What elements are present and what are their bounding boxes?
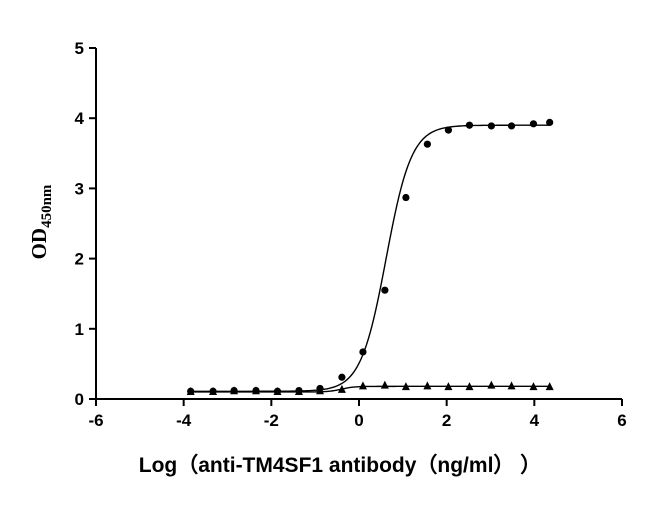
- x-tick-label: -2: [264, 411, 279, 430]
- y-tick-label: 4: [75, 109, 85, 128]
- data-markers: [186, 118, 554, 395]
- data-point-triangle: [230, 386, 239, 395]
- y-axis-title-main: OD: [27, 228, 51, 260]
- data-point-triangle: [315, 386, 324, 395]
- data-point-triangle: [444, 382, 453, 391]
- tick-labels: 0 1 2 3 4 5 -6 -4 -2 0 2 4 6: [75, 39, 627, 430]
- data-point-circle: [444, 126, 453, 134]
- data-point-circle: [465, 121, 474, 129]
- x-tick-label: -6: [88, 411, 103, 430]
- data-point-triangle: [401, 382, 410, 391]
- y-axis-title-subscript: 450nm: [39, 184, 55, 228]
- data-point-triangle: [294, 386, 303, 395]
- data-point-triangle: [251, 386, 260, 395]
- data-point-circle: [546, 118, 554, 127]
- axes: [89, 47, 623, 406]
- y-tick-label: 3: [75, 179, 84, 198]
- x-tick-label: 2: [442, 411, 451, 430]
- y-tick-label: 1: [75, 320, 84, 339]
- fit-curve: [190, 124, 550, 392]
- data-point-triangle: [545, 382, 554, 391]
- x-tick-label: 0: [354, 411, 363, 430]
- x-tick-label: 6: [617, 411, 626, 430]
- data-point-triangle: [209, 386, 218, 395]
- data-point-triangle: [507, 381, 516, 390]
- data-point-triangle: [186, 386, 195, 395]
- data-point-triangle: [273, 386, 282, 395]
- y-tick-label: 5: [75, 39, 84, 58]
- data-point-circle: [507, 122, 516, 130]
- data-point-triangle: [337, 384, 346, 393]
- x-tick-label: 4: [530, 411, 540, 430]
- data-point-triangle: [423, 381, 432, 390]
- data-point-circle: [359, 348, 367, 356]
- data-point-triangle: [487, 380, 496, 389]
- data-point-triangle: [465, 382, 474, 391]
- x-axis-title: Log（anti-TM4SF1 antibody（ng/ml） ）: [139, 453, 542, 477]
- data-point-circle: [381, 286, 389, 294]
- fit-curves: [190, 124, 550, 393]
- data-point-triangle: [380, 380, 389, 389]
- data-point-circle: [487, 122, 495, 130]
- data-point-circle: [338, 373, 346, 381]
- y-tick-label: 0: [75, 390, 84, 409]
- y-axis-title: OD450nm: [27, 184, 55, 259]
- data-point-triangle: [358, 381, 367, 390]
- data-point-triangle: [529, 382, 538, 391]
- data-point-circle: [423, 140, 431, 148]
- data-point-circle: [529, 120, 538, 128]
- x-tick-label: -4: [176, 411, 192, 430]
- y-tick-label: 2: [75, 250, 84, 269]
- data-point-circle: [402, 193, 410, 202]
